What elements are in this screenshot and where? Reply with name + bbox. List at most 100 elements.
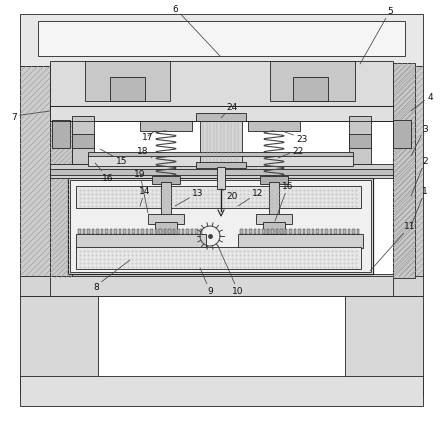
Bar (245, 230, 247, 234)
Bar (260, 177, 288, 184)
Bar (140, 122, 192, 132)
Bar (163, 230, 166, 234)
Text: 3: 3 (411, 124, 428, 157)
Bar (200, 121, 242, 164)
Bar (150, 230, 152, 234)
Bar (270, 62, 355, 102)
Text: 17: 17 (142, 132, 155, 141)
Bar (85, 62, 170, 102)
Bar (82, 230, 85, 234)
Bar (299, 230, 301, 234)
Text: 5: 5 (360, 8, 393, 65)
Bar (50, 170, 393, 176)
Bar (293, 78, 328, 102)
Bar (50, 64, 72, 278)
Text: 23: 23 (282, 132, 308, 143)
Bar (155, 222, 177, 234)
Bar (272, 230, 274, 234)
Bar (161, 183, 171, 216)
Text: 2: 2 (411, 157, 428, 196)
Bar (330, 230, 333, 234)
Bar (159, 230, 162, 234)
Bar (285, 230, 288, 234)
Text: 22: 22 (278, 146, 303, 158)
Bar (110, 78, 145, 102)
Bar (339, 230, 342, 234)
Bar (263, 222, 285, 234)
Bar (353, 230, 355, 234)
Bar (357, 230, 360, 234)
Bar (172, 230, 175, 234)
Bar (132, 230, 135, 234)
Bar (334, 230, 337, 234)
Bar (136, 230, 139, 234)
Bar (148, 215, 184, 225)
Text: 9: 9 (200, 268, 213, 296)
Bar (263, 230, 265, 234)
Text: 7: 7 (11, 112, 50, 121)
Bar (118, 230, 121, 234)
Text: 12: 12 (238, 189, 264, 207)
Bar (76, 187, 361, 208)
Bar (76, 234, 206, 248)
Text: 16: 16 (95, 164, 114, 183)
Bar (349, 117, 371, 164)
Bar (72, 117, 94, 164)
Bar (321, 230, 323, 234)
Bar (20, 296, 98, 396)
Bar (123, 230, 125, 234)
Text: 15: 15 (100, 150, 128, 166)
Bar (199, 230, 202, 234)
Bar (38, 22, 405, 57)
Bar (155, 230, 157, 234)
Bar (92, 230, 94, 234)
Text: 19: 19 (134, 170, 148, 213)
Bar (78, 230, 81, 234)
Bar (76, 248, 361, 269)
Bar (50, 164, 393, 178)
Bar (186, 230, 189, 234)
Bar (20, 67, 50, 276)
Bar (256, 215, 292, 225)
Text: 8: 8 (93, 260, 130, 291)
Bar (345, 296, 423, 396)
Text: 4: 4 (411, 92, 433, 112)
Bar (195, 230, 198, 234)
Bar (145, 230, 148, 234)
Bar (349, 135, 371, 149)
Bar (393, 64, 415, 278)
Bar (258, 230, 260, 234)
Bar (96, 230, 98, 234)
Bar (88, 153, 353, 157)
Text: 13: 13 (175, 189, 204, 207)
Text: 14: 14 (139, 187, 151, 207)
Bar (248, 122, 300, 132)
Bar (177, 230, 179, 234)
Text: 11: 11 (370, 222, 416, 271)
Bar (343, 230, 346, 234)
Bar (128, 230, 130, 234)
Text: 6: 6 (172, 5, 220, 57)
Bar (393, 67, 423, 276)
Bar (20, 274, 423, 296)
Bar (50, 276, 393, 296)
Text: 18: 18 (137, 146, 152, 158)
Bar (217, 167, 225, 190)
Bar (87, 230, 89, 234)
Bar (101, 230, 103, 234)
Bar (303, 230, 306, 234)
Bar (269, 183, 279, 216)
Bar (289, 230, 292, 234)
Bar (141, 230, 144, 234)
Bar (238, 234, 363, 248)
Bar (312, 230, 315, 234)
Text: 20: 20 (221, 190, 238, 201)
Bar (114, 230, 117, 234)
Bar (196, 163, 246, 169)
Bar (168, 230, 171, 234)
Bar (196, 114, 246, 122)
Bar (294, 230, 296, 234)
Bar (52, 121, 70, 149)
Text: 10: 10 (218, 246, 244, 296)
Bar (182, 230, 184, 234)
